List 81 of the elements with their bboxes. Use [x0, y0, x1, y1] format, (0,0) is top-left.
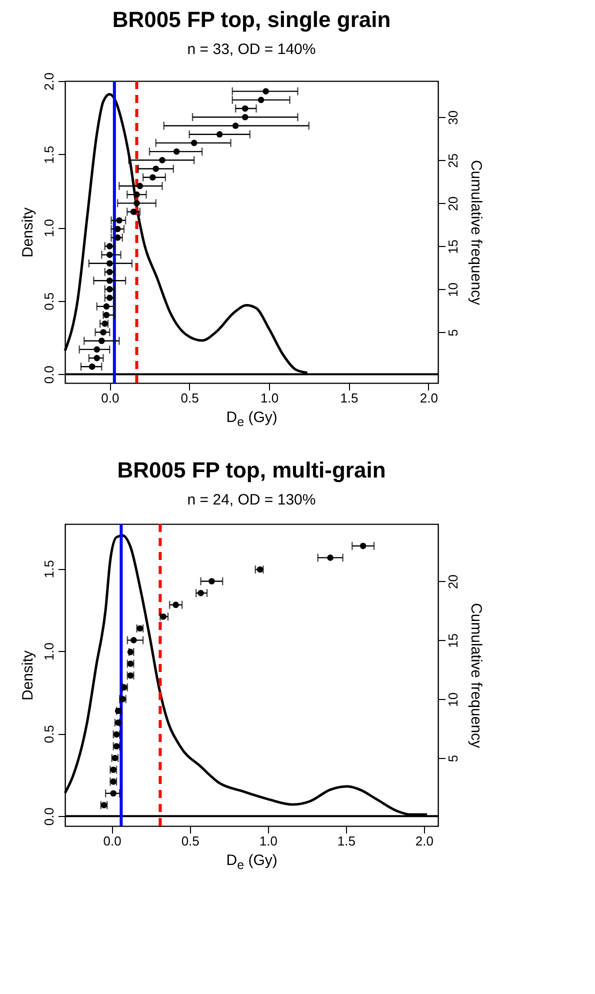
point [256, 566, 264, 573]
y2-tick-label: 25 [446, 153, 460, 168]
point [106, 243, 113, 250]
point [208, 578, 215, 584]
y-axis-title: Density [20, 207, 36, 258]
y2-tick-label: 20 [446, 574, 460, 589]
x-tick-label: 2.0 [420, 390, 438, 406]
point [114, 226, 121, 232]
point [114, 234, 121, 241]
y-tick-label: 0.0 [42, 808, 56, 826]
y2-tick-label: 30 [446, 110, 460, 125]
point [88, 363, 96, 370]
point [130, 208, 137, 215]
point [242, 105, 248, 112]
y2-tick-label: 20 [446, 196, 460, 211]
point [216, 131, 223, 138]
point [198, 590, 204, 596]
x-tick-label: 0.0 [101, 390, 120, 406]
point [262, 88, 270, 94]
point [106, 260, 113, 267]
x-axis-title: D$_{e}$ (Gy) [225, 852, 278, 872]
point [94, 354, 100, 362]
y2-tick-label: 10 [446, 282, 460, 297]
y2-tick-label: 10 [446, 692, 460, 707]
point [172, 602, 179, 608]
x-tick-label: 0.5 [180, 390, 199, 406]
y-tick-label: 1.5 [42, 560, 56, 578]
y2-tick-label: 5 [446, 329, 460, 336]
y-axis-title: Density [20, 650, 36, 701]
chart-subtitle: n = 33, OD = 140% [187, 40, 316, 58]
point [106, 268, 113, 276]
point [134, 191, 140, 198]
point [327, 554, 334, 561]
y2-tick-label: 15 [446, 239, 460, 254]
y-tick-label: 0.0 [42, 366, 56, 384]
point [103, 303, 110, 310]
point [110, 790, 117, 797]
y2-tick-label: 15 [446, 633, 460, 648]
chart-title: BR005 FP top, single grain [112, 6, 391, 32]
x-tick-label: 1.5 [337, 834, 356, 848]
y-tick-label: 1.0 [42, 219, 56, 238]
y-tick-label: 0.5 [42, 725, 56, 744]
chart-title: BR005 FP top, multi-grain [117, 458, 386, 482]
y2-tick-label: 5 [446, 754, 460, 762]
y-tick-label: 2.0 [42, 72, 56, 91]
point [150, 174, 156, 181]
point [159, 157, 166, 164]
point [160, 613, 166, 620]
point [232, 122, 239, 129]
chart-subtitle: n = 24, OD = 130% [187, 492, 316, 508]
x-tick-label: 1.0 [259, 834, 278, 848]
point [360, 542, 366, 550]
point [103, 312, 110, 318]
y-tick-label: 1.5 [42, 146, 56, 164]
point [152, 166, 160, 172]
point [134, 200, 140, 206]
x-tick-label: 1.0 [260, 390, 279, 406]
point [94, 346, 100, 353]
y-tick-label: 1.0 [42, 642, 56, 661]
x-axis-title: D$_{e}$ (Gy) [225, 409, 278, 430]
point [173, 148, 180, 155]
x-tick-label: 1.5 [340, 390, 358, 406]
point [190, 140, 198, 146]
y-tick-label: 0.5 [42, 292, 56, 310]
point [136, 182, 144, 190]
point [116, 217, 122, 224]
point [100, 329, 106, 336]
x-tick-label: 2.0 [415, 834, 434, 848]
point [106, 294, 113, 301]
x-tick-label: 0.0 [103, 834, 122, 848]
point [242, 114, 248, 120]
point [98, 338, 105, 344]
point [106, 286, 113, 292]
point [106, 252, 113, 258]
y2-axis-title: Cumulative frequency [468, 602, 484, 749]
x-tick-label: 0.5 [181, 834, 200, 848]
point [106, 277, 113, 284]
point [130, 637, 137, 644]
point [258, 96, 264, 104]
point [102, 320, 108, 327]
y2-axis-title: Cumulative frequency [468, 160, 484, 306]
